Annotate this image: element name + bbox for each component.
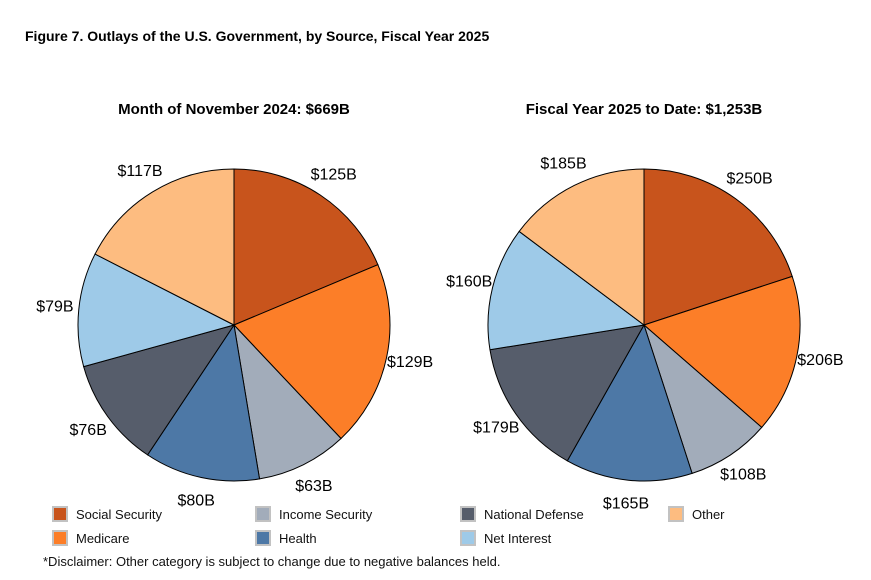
- pie-slice-medicare: [233, 264, 391, 440]
- pie-slice-income-security: [233, 323, 342, 480]
- pie-slice-medicare: [643, 275, 801, 429]
- disclaimer-text: *Disclaimer: Other category is subject t…: [43, 554, 501, 569]
- pie-chart-fiscal-year: $250B $206B $108B $165B $179B $160B $185B: [446, 156, 843, 513]
- pie-slice-other: [518, 168, 645, 326]
- legend-item-social-security: Social Security: [52, 505, 162, 523]
- legend-swatch-health: [255, 530, 271, 546]
- pie-slice-income-security: [642, 323, 763, 475]
- pie-slice-net-interest: [487, 230, 646, 351]
- slice-value-label-net-interest: $160B: [446, 273, 492, 290]
- slice-value-label-medicare: $206B: [797, 352, 843, 369]
- legend-label: Other: [692, 506, 725, 522]
- slice-value-label-net-interest: $79B: [36, 298, 73, 315]
- legend-label: Net Interest: [484, 530, 552, 546]
- pie-chart-november: $125B $129B $63B $80B $76B $79B $117B: [36, 163, 433, 510]
- pie-slice-net-interest: [77, 253, 236, 368]
- chart-title-fiscal-year: Fiscal Year 2025 to Date: $1,253B: [525, 101, 763, 118]
- slice-value-label-health: $165B: [603, 496, 649, 513]
- legend-item-medicare: Medicare: [52, 529, 129, 547]
- slice-value-label-national-defense: $179B: [473, 419, 519, 436]
- legend-item-other: Other: [668, 505, 725, 523]
- pie-slice-social-security: [643, 168, 793, 326]
- legend-label: Income Security: [279, 506, 373, 522]
- legend-label: Social Security: [76, 506, 162, 522]
- slice-value-label-social-security: $125B: [311, 167, 357, 184]
- chart-title-november: Month of November 2024: $669B: [118, 101, 350, 118]
- legend-swatch-national-defense: [460, 506, 476, 522]
- slice-value-label-other: $117B: [117, 163, 162, 180]
- pie-slice-social-security: [233, 168, 379, 326]
- legend-swatch-medicare: [52, 530, 68, 546]
- legend-label: Medicare: [76, 530, 130, 546]
- slice-value-label-social-security: $250B: [726, 171, 772, 188]
- pie-slice-national-defense: [83, 324, 236, 456]
- pie-slice-health: [146, 323, 261, 482]
- slice-value-label-income-security: $108B: [720, 467, 766, 484]
- legend-swatch-other: [668, 506, 684, 522]
- legend-swatch-income-security: [255, 506, 271, 522]
- legend-item-income-security: Income Security: [255, 505, 372, 523]
- legend-swatch-social-security: [52, 506, 68, 522]
- legend: Social Security Medicare Income Security He…: [0, 505, 871, 553]
- pie-slice-other: [94, 168, 235, 326]
- legend-label: Health: [279, 530, 317, 546]
- slice-value-label-medicare: $129B: [387, 354, 433, 371]
- legend-swatch-net-interest: [460, 530, 476, 546]
- legend-item-net-interest: Net Interest: [460, 529, 551, 547]
- pie-slice-health: [566, 323, 693, 482]
- slice-value-label-national-defense: $76B: [70, 422, 107, 439]
- pie-slice-national-defense: [489, 324, 645, 462]
- legend-label: National Defense: [484, 506, 584, 522]
- legend-item-health: Health: [255, 529, 317, 547]
- slice-value-label-income-security: $63B: [295, 478, 332, 495]
- legend-item-national-defense: National Defense: [460, 505, 584, 523]
- figure-title: Figure 7. Outlays of the U.S. Government…: [25, 28, 490, 44]
- slice-value-label-other: $185B: [540, 156, 586, 173]
- slice-value-label-health: $80B: [178, 493, 215, 510]
